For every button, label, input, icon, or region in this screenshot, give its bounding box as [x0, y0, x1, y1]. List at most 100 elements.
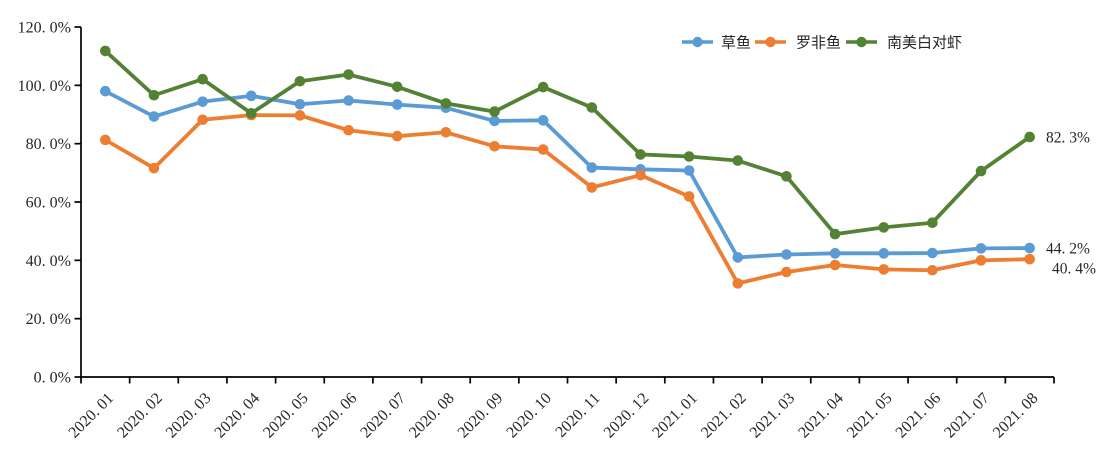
- x-axis-tick-label: 2021. 07: [941, 390, 993, 442]
- x-axis-tick-label: 2021. 05: [844, 390, 896, 442]
- data-point-marker: [683, 191, 695, 202]
- data-point-marker: [878, 264, 890, 275]
- data-point-marker: [294, 75, 306, 87]
- y-axis-tick-label: 100. 0%: [18, 78, 71, 95]
- data-point-marker: [586, 162, 598, 173]
- series-end-label: 40. 4%: [1052, 261, 1096, 278]
- data-point-marker: [343, 124, 354, 136]
- data-point-marker: [197, 114, 208, 126]
- data-point-marker: [489, 106, 500, 117]
- series-line: [103, 49, 1032, 236]
- data-point-marker: [683, 151, 695, 162]
- x-axis-tick-label: 2020. 04: [211, 390, 263, 442]
- data-point-marker: [829, 248, 841, 259]
- legend-item-marker: [765, 36, 776, 48]
- x-axis-tick-label: 2020. 06: [309, 390, 361, 442]
- data-point-marker: [148, 162, 160, 174]
- data-point-marker: [197, 96, 208, 107]
- data-point-marker: [1024, 253, 1035, 265]
- data-point-marker: [391, 99, 403, 110]
- series-group-1: 40. 4%: [100, 109, 1096, 289]
- legend-item: 罗非鱼: [755, 34, 841, 52]
- y-axis-tick-label: 60. 0%: [26, 195, 71, 212]
- series-line: [103, 113, 1032, 286]
- data-point-marker: [732, 278, 744, 289]
- data-point-marker: [975, 243, 987, 254]
- y-axis-tick-label: 40. 0%: [26, 253, 71, 270]
- data-point-marker: [197, 73, 208, 85]
- legend-item-label: 草鱼: [721, 34, 751, 52]
- series-line: [103, 89, 1032, 260]
- data-point-marker: [1024, 242, 1035, 254]
- data-point-marker: [829, 259, 841, 271]
- data-point-marker: [732, 252, 744, 263]
- data-point-marker: [148, 89, 160, 101]
- y-axis-tick-label: 80. 0%: [26, 136, 71, 153]
- data-point-marker: [586, 102, 598, 113]
- x-axis-tick-label: 2020. 08: [406, 390, 458, 442]
- data-point-marker: [927, 247, 938, 259]
- legend-item-label: 南美白对虾: [887, 35, 962, 52]
- data-point-marker: [781, 249, 792, 260]
- x-axis-tick-label: 2021. 03: [747, 390, 799, 442]
- data-point-marker: [489, 140, 500, 152]
- x-axis-tick-label: 2020. 01: [66, 390, 118, 442]
- data-point-marker: [100, 85, 111, 97]
- data-point-marker: [683, 165, 695, 176]
- data-point-marker: [440, 98, 452, 109]
- x-axis-tick-label: 2020. 11: [552, 390, 603, 441]
- data-point-marker: [100, 134, 111, 146]
- y-axis-tick-label: 0. 0%: [34, 370, 71, 387]
- x-axis-tick-label: 2020. 09: [455, 390, 507, 442]
- data-point-marker: [391, 130, 403, 142]
- data-point-marker: [586, 182, 598, 193]
- x-axis-tick-label: 2020. 05: [260, 390, 312, 442]
- data-point-marker: [245, 90, 257, 102]
- data-point-marker: [343, 95, 354, 106]
- data-point-marker: [100, 45, 111, 57]
- x-axis-tick-label: 2020. 03: [163, 390, 215, 442]
- x-axis-tick-label: 2020. 02: [114, 390, 166, 442]
- data-point-marker: [878, 248, 890, 259]
- data-point-marker: [1024, 131, 1035, 143]
- series-group-2: 82. 3%: [100, 45, 1090, 240]
- series-end-label: 82. 3%: [1046, 129, 1090, 146]
- x-axis-tick-label: 2020. 10: [503, 390, 555, 442]
- legend-item-label: 罗非鱼: [796, 34, 841, 52]
- data-point-marker: [781, 266, 792, 278]
- data-point-marker: [343, 69, 354, 80]
- data-point-marker: [294, 98, 306, 110]
- data-point-marker: [489, 115, 500, 127]
- x-axis-tick-label: 2020. 07: [357, 390, 409, 442]
- data-point-marker: [927, 217, 938, 229]
- legend-item: 南美白对虾: [846, 35, 962, 52]
- x-axis-tick-label: 2021. 08: [990, 390, 1042, 442]
- data-point-marker: [829, 228, 841, 240]
- data-point-marker: [975, 165, 987, 177]
- y-axis-tick-label: 20. 0%: [26, 311, 71, 328]
- data-point-marker: [245, 108, 257, 119]
- data-point-marker: [732, 155, 744, 166]
- x-axis-tick-label: 2021. 04: [795, 390, 847, 442]
- data-point-marker: [635, 169, 646, 181]
- data-point-marker: [878, 222, 890, 233]
- legend-item-marker: [856, 36, 867, 48]
- data-point-marker: [148, 111, 160, 122]
- data-point-marker: [537, 81, 549, 93]
- data-point-marker: [440, 126, 452, 138]
- y-axis-tick-label: 120. 0%: [18, 20, 71, 37]
- data-point-marker: [537, 115, 549, 126]
- x-axis-tick-label: 2021. 01: [649, 390, 701, 442]
- data-point-marker: [294, 110, 306, 121]
- x-axis-tick-label: 2021. 06: [893, 390, 945, 442]
- series-end-label: 44. 2%: [1046, 241, 1090, 258]
- data-point-marker: [975, 255, 987, 266]
- x-axis-tick-label: 2021. 02: [698, 390, 750, 442]
- data-point-marker: [927, 264, 938, 276]
- data-point-marker: [635, 149, 646, 160]
- data-point-marker: [537, 144, 549, 155]
- x-axis-tick-label: 2020. 12: [601, 390, 653, 442]
- legend-item: 草鱼: [682, 34, 751, 52]
- data-point-marker: [391, 81, 403, 93]
- data-point-marker: [781, 171, 792, 182]
